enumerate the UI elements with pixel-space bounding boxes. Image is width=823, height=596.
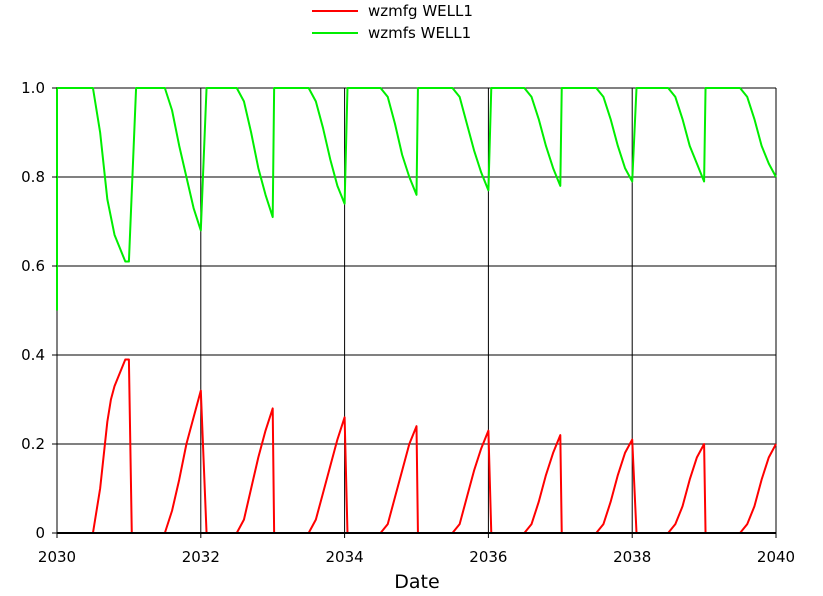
y-tick-label: 0 (35, 524, 45, 542)
legend-label-1: wzmfg WELL1 (368, 2, 473, 20)
y-tick-label: 0.2 (21, 435, 45, 453)
x-tick-labels: 2030 2032 2034 2036 2038 2040 (38, 548, 795, 566)
y-tick-labels: 0 0.2 0.4 0.6 0.8 1.0 (21, 79, 45, 542)
series-layer (56, 87, 777, 534)
legend: wzmfg WELL1 wzmfs WELL1 (312, 2, 473, 42)
legend-label-2: wzmfs WELL1 (368, 24, 471, 42)
x-tick-label: 2038 (613, 548, 651, 566)
y-tick-label: 1.0 (21, 79, 45, 97)
y-tick-label: 0.8 (21, 168, 45, 186)
x-axis-title: Date (394, 571, 439, 593)
series-line-2 (56, 87, 777, 311)
x-tick-label: 2032 (182, 548, 220, 566)
y-tick-label: 0.4 (21, 346, 45, 364)
x-tick-label: 2040 (757, 548, 795, 566)
x-tick-label: 2030 (38, 548, 76, 566)
y-tick-label: 0.6 (21, 257, 45, 275)
series-line-1 (57, 358, 777, 534)
x-tick-label: 2034 (326, 548, 364, 566)
x-tick-label: 2036 (469, 548, 507, 566)
axes (52, 87, 777, 538)
